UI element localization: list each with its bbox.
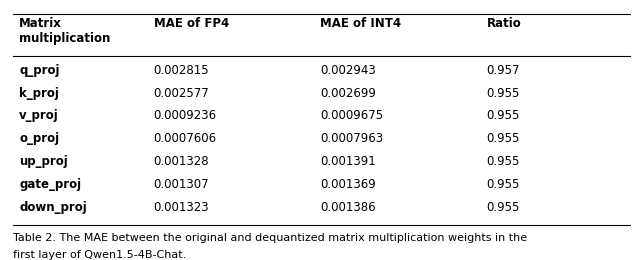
Text: 0.001323: 0.001323	[154, 201, 209, 214]
Text: o_proj: o_proj	[19, 132, 60, 145]
Text: 0.957: 0.957	[486, 64, 520, 77]
Text: k_proj: k_proj	[19, 87, 59, 100]
Text: 0.955: 0.955	[486, 201, 520, 214]
Text: down_proj: down_proj	[19, 201, 87, 214]
Text: 0.955: 0.955	[486, 132, 520, 145]
Text: 0.955: 0.955	[486, 155, 520, 168]
Text: 0.955: 0.955	[486, 109, 520, 122]
Text: MAE of INT4: MAE of INT4	[320, 17, 401, 30]
Text: Matrix
multiplication: Matrix multiplication	[19, 17, 111, 45]
Text: 0.002577: 0.002577	[154, 87, 209, 100]
Text: 0.001386: 0.001386	[320, 201, 376, 214]
Text: up_proj: up_proj	[19, 155, 68, 168]
Text: 0.955: 0.955	[486, 178, 520, 191]
Text: gate_proj: gate_proj	[19, 178, 81, 191]
Text: 0.0007606: 0.0007606	[154, 132, 217, 145]
Text: Table 2. The MAE between the original and dequantized matrix multiplication weig: Table 2. The MAE between the original an…	[13, 233, 527, 243]
Text: 0.001307: 0.001307	[154, 178, 209, 191]
Text: 0.0009675: 0.0009675	[320, 109, 383, 122]
Text: 0.002699: 0.002699	[320, 87, 376, 100]
Text: 0.001328: 0.001328	[154, 155, 209, 168]
Text: 0.002943: 0.002943	[320, 64, 376, 77]
Text: first layer of Qwen1.5-4B-Chat.: first layer of Qwen1.5-4B-Chat.	[13, 250, 186, 259]
Text: 0.0009236: 0.0009236	[154, 109, 217, 122]
Text: v_proj: v_proj	[19, 109, 59, 122]
Text: MAE of FP4: MAE of FP4	[154, 17, 229, 30]
Text: 0.001369: 0.001369	[320, 178, 376, 191]
Text: 0.0007963: 0.0007963	[320, 132, 383, 145]
Text: q_proj: q_proj	[19, 64, 60, 77]
Text: 0.001391: 0.001391	[320, 155, 376, 168]
Text: 0.955: 0.955	[486, 87, 520, 100]
Text: 0.002815: 0.002815	[154, 64, 209, 77]
Text: Ratio: Ratio	[486, 17, 521, 30]
